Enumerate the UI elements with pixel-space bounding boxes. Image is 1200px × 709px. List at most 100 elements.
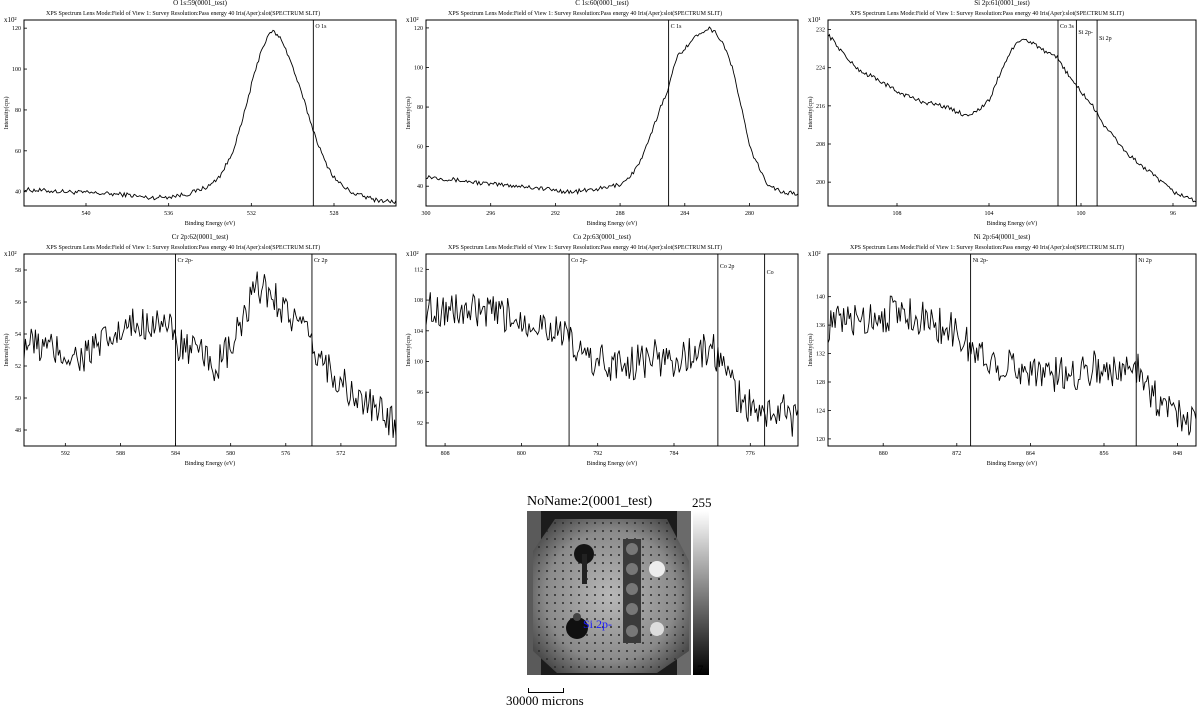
chart-title: Cr 2p:62(0001_test) [172,233,229,241]
colorbar [693,511,709,675]
image-overlay-label: Si 2p- [583,617,612,631]
y-tick-label: 96 [417,390,423,396]
x-tick-label: 536 [164,211,173,217]
y-tick-label: 120 [414,26,423,32]
y-tick-label: 40 [417,184,423,190]
peak-marker-label: Ni 2p [1138,258,1152,264]
y-multiplier: x10² [4,250,17,258]
y-tick-label: 112 [414,267,423,273]
acquisition-header: XPS Spectrum Lens Mode:Field of View 1: … [46,244,320,251]
spectrum-line [827,33,1197,203]
plot-frame [425,253,799,447]
sample-image: Si 2p- [527,511,691,675]
x-tick-label: 848 [1173,451,1182,457]
image-title: NoName:2(0001_test) [527,494,653,509]
y-tick-label: 200 [816,180,825,186]
spectrum-svg: Co 2p:63(0001_test) XPS Spectrum Lens Mod… [405,233,799,467]
y-tick-label: 208 [816,142,825,148]
x-tick-label: 872 [952,451,961,457]
spectrum-svg: O 1s:59(0001_test) XPS Spectrum Lens Mode… [3,0,397,227]
x-tick-label: 100 [1077,211,1086,217]
x-tick-label: 808 [441,451,450,457]
scale-bar-label: 30000 microns [506,693,584,708]
x-tick-label: 284 [680,211,689,217]
y-tick-label: 120 [12,26,21,32]
y-tick-label: 56 [15,300,21,306]
y-axis-label: Intensity(cps) [3,334,10,367]
peak-marker-label: Cr 2p- [178,258,194,264]
spectrum-panel-c1s: C 1s:60(0001_test) XPS Spectrum Lens Mode… [402,0,802,232]
peak-marker-label: Co 2p- [571,258,588,264]
x-tick-label: 532 [247,211,256,217]
x-tick-label: 576 [281,451,290,457]
x-tick-label: 96 [1170,211,1176,217]
peak-marker-label: Co 3s [1060,24,1075,30]
chart-title: Co 2p:63(0001_test) [573,233,631,241]
chart-title: Ni 2p:64(0001_test) [974,233,1031,241]
x-axis-label: Binding Energy (eV) [587,220,638,227]
x-tick-label: 584 [171,451,180,457]
x-tick-label: 864 [1026,451,1035,457]
y-tick-label: 60 [417,145,423,151]
peak-marker-label: Cr 2p [314,258,328,264]
x-tick-label: 528 [330,211,339,217]
y-multiplier: x10² [808,250,821,258]
y-tick-label: 92 [417,421,423,427]
chart-title: O 1s:59(0001_test) [173,0,228,7]
spectrum-svg: Si 2p:61(0001_test) XPS Spectrum Lens Mod… [807,0,1197,227]
spectrum-line [425,26,799,196]
y-tick-label: 80 [15,108,21,114]
y-tick-label: 48 [15,428,21,434]
y-tick-label: 60 [15,149,21,155]
plot-frame [23,19,397,207]
y-multiplier: x10² [406,250,419,258]
acquisition-header: XPS Spectrum Lens Mode:Field of View 1: … [46,10,320,17]
x-tick-label: 800 [517,451,526,457]
spectrum-line [827,295,1197,436]
y-tick-label: 100 [12,67,21,73]
acquisition-header: XPS Spectrum Lens Mode:Field of View 1: … [448,10,722,17]
y-tick-label: 132 [816,352,825,358]
spectrum-line [425,292,799,437]
x-tick-label: 288 [616,211,625,217]
spectrum-panel-ni2p: Ni 2p:64(0001_test) XPS Spectrum Lens Mod… [804,233,1200,472]
x-tick-label: 280 [745,211,754,217]
spectrum-svg: C 1s:60(0001_test) XPS Spectrum Lens Mode… [405,0,799,227]
spectrum-panel-cr2p: Cr 2p:62(0001_test) XPS Spectrum Lens Mod… [0,233,400,472]
y-tick-label: 140 [816,295,825,301]
y-tick-label: 54 [15,332,21,338]
peak-marker-label: O 1s [315,24,327,30]
x-tick-label: 880 [879,451,888,457]
x-axis-label: Binding Energy (eV) [587,460,638,467]
chart-title: Si 2p:61(0001_test) [974,0,1030,7]
x-tick-label: 572 [336,451,345,457]
plot-frame [23,253,397,447]
colorbar-max-label: 255 [692,495,712,510]
y-tick-label: 52 [15,364,21,370]
peak-marker-label: Co [767,270,774,276]
x-tick-label: 292 [551,211,560,217]
y-multiplier: x10¹ [808,16,821,24]
y-tick-label: 120 [816,437,825,443]
spectrum-line [23,29,397,205]
acquisition-header: XPS Spectrum Lens Mode:Field of View 1: … [448,244,722,251]
y-multiplier: x10² [4,16,17,24]
spectrum-line [23,271,397,438]
x-tick-label: 300 [422,211,431,217]
x-axis-label: Binding Energy (eV) [185,220,236,227]
y-tick-label: 40 [15,190,21,196]
peak-marker-label: Ni 2p- [973,258,989,264]
plot-frame [425,19,799,207]
plot-frame [827,19,1197,207]
x-tick-label: 856 [1100,451,1109,457]
x-tick-label: 592 [61,451,70,457]
acquisition-header: XPS Spectrum Lens Mode:Field of View 1: … [850,10,1124,17]
x-tick-label: 580 [226,451,235,457]
x-tick-label: 540 [82,211,91,217]
x-tick-label: 104 [985,211,994,217]
spectrum-panel-o1s: O 1s:59(0001_test) XPS Spectrum Lens Mode… [0,0,400,232]
spectrum-svg: Ni 2p:64(0001_test) XPS Spectrum Lens Mod… [807,233,1197,467]
x-axis-label: Binding Energy (eV) [987,460,1038,467]
y-axis-label: Intensity(cps) [807,97,814,130]
chart-title: C 1s:60(0001_test) [575,0,629,7]
